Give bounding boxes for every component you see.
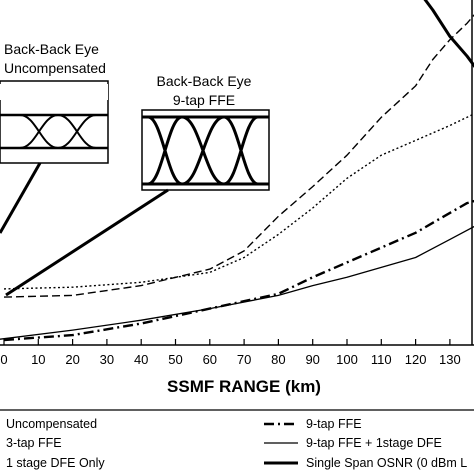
eye-ffe-title-line-2: 9-tap FFE — [173, 92, 235, 108]
eye-uncompensated-title-line-2: Uncompensated — [4, 60, 106, 76]
x-tick-label: 90 — [305, 352, 319, 367]
eye-ffe-pointer — [5, 188, 169, 297]
legend-label-1-stage-dfe-only: 1 stage DFE Only — [6, 456, 105, 470]
x-tick-label: 130 — [439, 352, 461, 367]
eye-diagram-uncompensated-image — [0, 80, 109, 164]
legend-label-single-span-osnr-0-dbm-l: Single Span OSNR (0 dBm L — [306, 456, 467, 470]
series-line-9-tap-ffe — [3, 199, 474, 342]
legend-label-9-tap-ffe-1stage-dfe: 9-tap FFE + 1stage DFE — [306, 436, 442, 450]
legend-label-9-tap-ffe: 9-tap FFE — [306, 417, 362, 431]
x-tick-label: 60 — [203, 352, 217, 367]
series-layer — [0, 0, 474, 342]
x-tick-label: 30 — [100, 352, 114, 367]
x-tick-label: 70 — [237, 352, 251, 367]
x-tick-label: 100 — [336, 352, 358, 367]
series-line-1-stage-dfe-only — [3, 113, 474, 290]
legend: Uncompensated 3-tap FFE 1 stage DFE Only 9-… — [6, 417, 467, 470]
x-ticks: 0 10 20 30 40 50 60 70 80 90 100 110 120 130 — [0, 339, 461, 367]
legend-label-uncompensated: Uncompensated — [6, 417, 97, 431]
legend-label-3-tap-ffe: 3-tap FFE — [6, 436, 62, 450]
x-tick-label: 120 — [405, 352, 427, 367]
eye-uncompensated-title-line-1: Back-Back Eye — [4, 41, 99, 57]
series-line-single-span-osnr-0-dbm-l — [423, 0, 474, 69]
x-tick-label: 40 — [134, 352, 148, 367]
x-tick-label: 110 — [371, 352, 392, 367]
x-tick-label: 50 — [168, 352, 182, 367]
x-tick-label: 10 — [31, 352, 45, 367]
series-line-9-tap-ffe-1stage-dfe — [0, 225, 474, 340]
eye-annotation-uncompensated: Back-Back Eye Uncompensated — [0, 41, 112, 234]
eye-ffe-title-line-1: Back-Back Eye — [157, 73, 252, 89]
x-tick-label: 80 — [271, 352, 285, 367]
eye-diagram-ffe-image — [141, 109, 270, 191]
eye-annotation-ffe: Back-Back Eye 9-tap FFE — [5, 73, 270, 297]
eye-uncompensated-pointer — [0, 162, 42, 234]
x-tick-label: 20 — [65, 352, 79, 367]
series-line-3-tap-ffe — [3, 14, 474, 298]
x-axis-title: SSMF RANGE (km) — [167, 377, 321, 396]
x-tick-label: 0 — [0, 352, 7, 367]
